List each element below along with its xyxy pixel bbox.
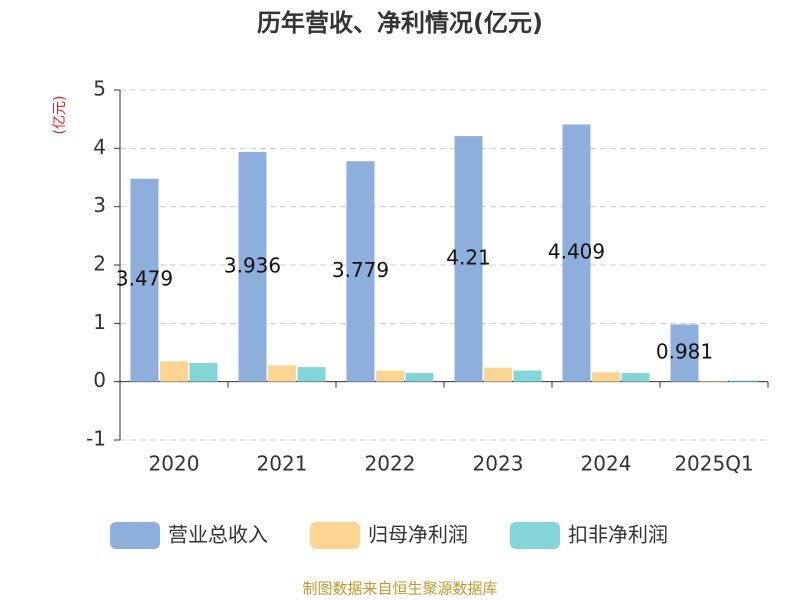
bar — [670, 324, 699, 382]
bar — [130, 178, 159, 382]
x-tick-label: 2024 — [581, 452, 632, 476]
legend-label: 扣非净利润 — [568, 523, 668, 547]
legend-swatch — [310, 522, 360, 549]
bar — [454, 136, 483, 382]
bar — [346, 161, 375, 382]
legend-label: 营业总收入 — [168, 523, 268, 547]
bar — [484, 367, 512, 382]
bar — [562, 124, 591, 382]
y-tick-label: 3 — [93, 193, 106, 217]
bar — [268, 365, 296, 382]
bar — [729, 380, 758, 382]
data-label: 4.21 — [446, 245, 491, 269]
data-label: 0.981 — [656, 340, 713, 364]
y-tick-label: 4 — [93, 135, 106, 159]
bar — [405, 372, 434, 382]
bar — [700, 381, 728, 382]
bar — [592, 372, 620, 382]
y-tick-label: 5 — [93, 77, 106, 101]
bar — [297, 367, 326, 382]
bar — [621, 372, 650, 382]
data-label: 3.479 — [116, 267, 173, 291]
chart-title: 历年营收、净利情况(亿元) — [257, 9, 543, 37]
bar — [513, 370, 542, 382]
y-tick-label: 2 — [93, 252, 106, 276]
x-tick-label: 2023 — [473, 452, 524, 476]
data-label: 3.779 — [332, 258, 389, 282]
source-note: 制图数据来自恒生聚源数据库 — [302, 580, 497, 598]
bar — [160, 361, 188, 382]
bar — [376, 370, 404, 382]
legend-swatch — [110, 522, 160, 549]
x-tick-label: 2022 — [365, 452, 416, 476]
legend-swatch — [510, 522, 560, 549]
x-tick-label: 2020 — [149, 452, 200, 476]
data-label: 4.409 — [548, 240, 605, 264]
y-tick-label: 1 — [93, 310, 106, 334]
y-axis-label: (亿元) — [52, 96, 68, 135]
y-tick-label: -1 — [86, 427, 106, 451]
bar — [238, 152, 267, 382]
legend-label: 归母净利润 — [368, 523, 468, 547]
x-tick-label: 2021 — [257, 452, 308, 476]
y-tick-label: 0 — [93, 368, 106, 392]
data-label: 3.936 — [224, 253, 281, 277]
bar — [189, 363, 218, 382]
x-tick-label: 2025Q1 — [674, 452, 753, 476]
